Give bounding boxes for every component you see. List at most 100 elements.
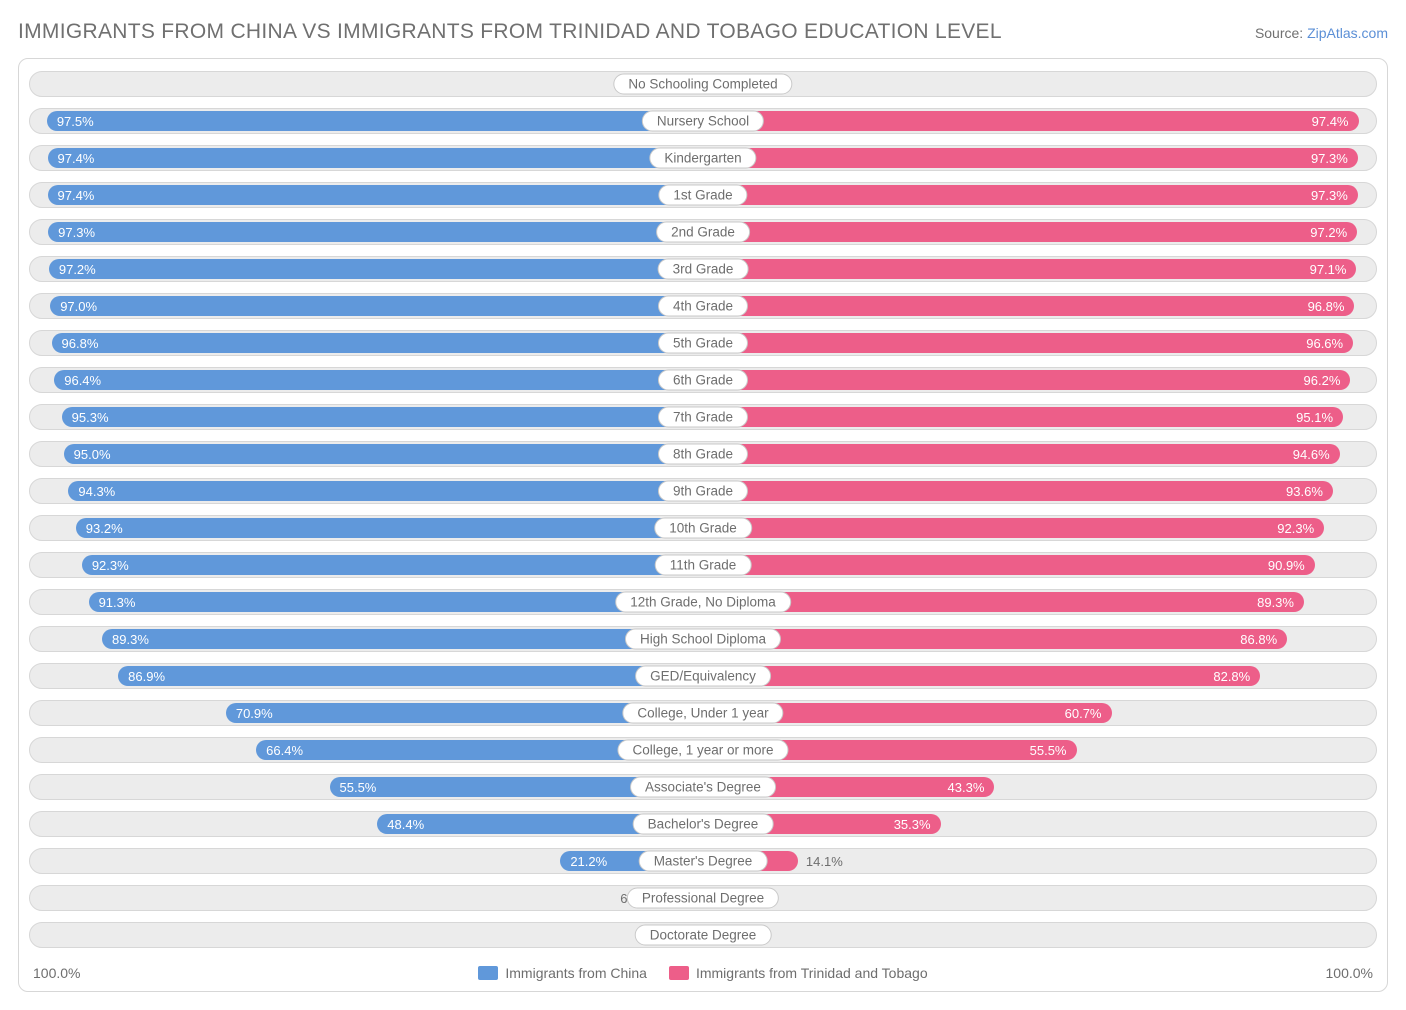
chart-row: 93.2%92.3%10th Grade	[29, 515, 1377, 541]
chart-title: IMMIGRANTS FROM CHINA VS IMMIGRANTS FROM…	[18, 20, 1002, 44]
category-label: Master's Degree	[639, 851, 768, 872]
chart-legend: Immigrants from China Immigrants from Tri…	[29, 965, 1377, 981]
value-right: 82.8%	[1213, 666, 1250, 686]
chart-row: 21.2%14.1%Master's Degree	[29, 848, 1377, 874]
value-right: 97.3%	[1311, 148, 1348, 168]
value-left: 96.4%	[64, 370, 101, 390]
chart-row: 91.3% 89.3% 12th Grade, No Diploma	[29, 589, 1377, 615]
chart-row: 95.0% 94.6% 8th Grade	[29, 441, 1377, 467]
value-left: 97.4%	[58, 185, 95, 205]
chart-row: 92.3% 90.9% 11th Grade	[29, 552, 1377, 578]
chart-row: 70.9% 60.7% College, Under 1 year	[29, 700, 1377, 726]
legend-swatch	[478, 966, 498, 980]
chart-row: 86.9%82.8%GED/Equivalency	[29, 663, 1377, 689]
category-label: High School Diploma	[625, 629, 781, 650]
value-right: 93.6%	[1286, 481, 1323, 501]
value-left: 86.9%	[128, 666, 165, 686]
value-right: 95.1%	[1296, 407, 1333, 427]
category-label: 11th Grade	[655, 555, 752, 576]
chart-row: 95.3% 95.1% 7th Grade	[29, 404, 1377, 430]
chart-row: 96.4% 96.2% 6th Grade	[29, 367, 1377, 393]
bar-left: 91.3%	[89, 592, 703, 612]
value-left: 48.4%	[387, 814, 424, 834]
chart-row: 3.1%1.5%Doctorate Degree	[29, 922, 1377, 948]
chart-row: 48.4%35.3%Bachelor's Degree	[29, 811, 1377, 837]
chart-row: 94.3% 93.6% 9th Grade	[29, 478, 1377, 504]
bar-right: 97.2%	[703, 222, 1357, 242]
value-left: 97.5%	[57, 111, 94, 131]
value-left: 92.3%	[92, 555, 129, 575]
category-label: 7th Grade	[658, 407, 748, 428]
value-left: 21.2%	[570, 851, 607, 871]
chart-row: 97.5% 97.4% Nursery School	[29, 108, 1377, 134]
bar-left: 93.2%	[76, 518, 703, 538]
chart-row: 97.4%97.3%1st Grade	[29, 182, 1377, 208]
legend-item: Immigrants from China	[478, 965, 647, 981]
bar-right: 94.6%	[703, 444, 1340, 464]
value-left: 97.3%	[58, 222, 95, 242]
bar-right: 95.1%	[703, 407, 1343, 427]
value-right: 97.4%	[1312, 111, 1349, 131]
legend-swatch	[669, 966, 689, 980]
value-right: 94.6%	[1293, 444, 1330, 464]
chart-row: 66.4%55.5%College, 1 year or more	[29, 737, 1377, 763]
bar-left: 89.3%	[102, 629, 703, 649]
value-left: 95.0%	[74, 444, 111, 464]
bar-right: 93.6%	[703, 481, 1333, 501]
category-label: 9th Grade	[658, 481, 748, 502]
category-label: 3rd Grade	[658, 259, 749, 280]
bar-left: 97.0%	[50, 296, 703, 316]
bar-left: 95.3%	[62, 407, 703, 427]
value-right: 86.8%	[1240, 629, 1277, 649]
category-label: 1st Grade	[658, 185, 747, 206]
value-left: 55.5%	[340, 777, 377, 797]
value-left: 97.4%	[58, 148, 95, 168]
chart-row: 97.0%96.8%4th Grade	[29, 293, 1377, 319]
value-left: 89.3%	[112, 629, 149, 649]
bar-right: 90.9%	[703, 555, 1315, 575]
value-right: 43.3%	[948, 777, 985, 797]
bar-left: 97.4%	[48, 185, 704, 205]
bar-left: 97.5%	[47, 111, 703, 131]
value-right: 90.9%	[1268, 555, 1305, 575]
source-link[interactable]: ZipAtlas.com	[1307, 25, 1388, 41]
value-right: 96.2%	[1304, 370, 1341, 390]
bar-right: 82.8%	[703, 666, 1260, 686]
category-label: College, Under 1 year	[622, 703, 783, 724]
category-label: 8th Grade	[658, 444, 748, 465]
chart-header: IMMIGRANTS FROM CHINA VS IMMIGRANTS FROM…	[18, 20, 1388, 44]
bar-left: 97.4%	[48, 148, 704, 168]
category-label: 5th Grade	[658, 333, 748, 354]
value-right: 97.2%	[1310, 222, 1347, 242]
category-label: No Schooling Completed	[613, 74, 792, 95]
chart-row: 96.8%96.6%5th Grade	[29, 330, 1377, 356]
source-prefix: Source:	[1255, 25, 1307, 41]
value-right: 92.3%	[1277, 518, 1314, 538]
value-right: 97.1%	[1310, 259, 1347, 279]
category-label: 12th Grade, No Diploma	[615, 592, 791, 613]
bar-right: 86.8%	[703, 629, 1287, 649]
bar-right: 96.8%	[703, 296, 1354, 316]
value-left: 93.2%	[86, 518, 123, 538]
value-right: 89.3%	[1257, 592, 1294, 612]
chart-row: 89.3% 86.8% High School Diploma	[29, 626, 1377, 652]
value-left: 94.3%	[78, 481, 115, 501]
bar-right: 97.1%	[703, 259, 1356, 279]
category-label: College, 1 year or more	[617, 740, 788, 761]
chart-row: 55.5%43.3%Associate's Degree	[29, 774, 1377, 800]
legend-label: Immigrants from Trinidad and Tobago	[696, 965, 928, 981]
chart-row: 97.4% 97.3% Kindergarten	[29, 145, 1377, 171]
bar-left: 96.4%	[54, 370, 703, 390]
value-left: 70.9%	[236, 703, 273, 723]
value-left: 66.4%	[266, 740, 303, 760]
category-label: Doctorate Degree	[635, 925, 772, 946]
bar-right: 96.6%	[703, 333, 1353, 353]
category-label: Kindergarten	[649, 148, 756, 169]
category-label: 6th Grade	[658, 370, 748, 391]
bar-left: 97.3%	[48, 222, 703, 242]
bar-left: 94.3%	[68, 481, 703, 501]
value-right: 60.7%	[1065, 703, 1102, 723]
category-label: Nursery School	[642, 111, 764, 132]
bar-right: 92.3%	[703, 518, 1324, 538]
bar-right: 97.4%	[703, 111, 1359, 131]
